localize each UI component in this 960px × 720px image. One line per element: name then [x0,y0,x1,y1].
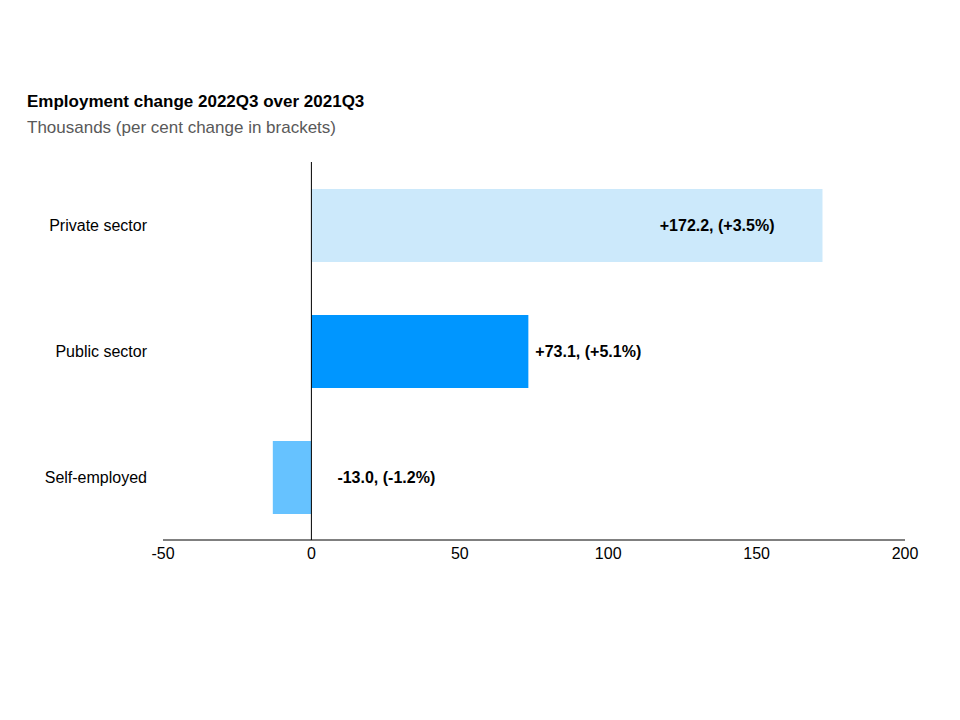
svg-text:+172.2, (+3.5%): +172.2, (+3.5%) [660,217,775,234]
svg-text:50: 50 [451,545,469,562]
svg-text:100: 100 [595,545,622,562]
svg-text:-13.0, (-1.2%): -13.0, (-1.2%) [337,469,435,486]
html-text:Employment change 2022Q3 over: Employment change 2022Q3 over 2021Q3 [27,92,365,111]
svg-text:Public sector: Public sector [55,343,147,360]
svg-text:0: 0 [307,545,316,562]
svg-text:+73.1, (+5.1%): +73.1, (+5.1%) [535,343,641,360]
svg-text:150: 150 [743,545,770,562]
svg-text:Self-employed: Self-employed [45,469,147,486]
svg-text:200: 200 [892,545,919,562]
svg-text:-50: -50 [151,545,174,562]
html-text:Thousands (per cent change in: Thousands (per cent change in brackets) [27,118,336,137]
svg-text:Private sector: Private sector [49,217,147,234]
